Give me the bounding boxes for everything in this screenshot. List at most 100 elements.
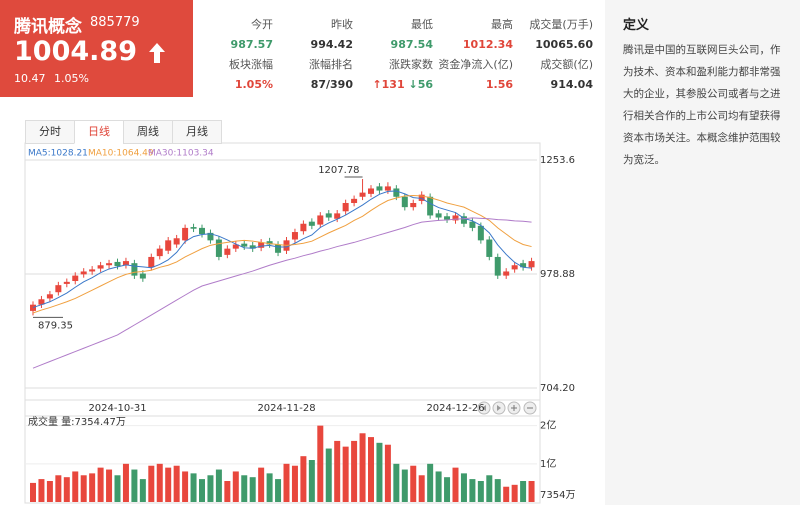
stat-value: 1.56	[485, 78, 513, 91]
ma-line	[32, 190, 532, 309]
candle-body	[156, 248, 163, 257]
volume-bar	[469, 479, 476, 502]
volume-bar	[139, 479, 146, 502]
candle-body	[486, 239, 493, 257]
volume-bar	[393, 463, 400, 502]
volume-bar	[452, 467, 459, 502]
candle-body	[63, 281, 70, 284]
stat-label: 今开	[251, 18, 273, 31]
stat: 涨幅排名 87/390	[243, 56, 353, 91]
volume-bar	[444, 477, 451, 502]
volume-bar	[511, 484, 518, 502]
volume-bar	[520, 481, 527, 502]
volume-bar	[427, 463, 434, 502]
up-count: 131	[381, 78, 405, 91]
candle-body	[342, 202, 349, 212]
volume-bar	[241, 475, 248, 502]
candle-body	[359, 192, 366, 197]
stat-label: 成交额(亿)	[540, 58, 593, 71]
volume-bar	[258, 467, 265, 502]
stat-value: 914.04	[550, 78, 593, 91]
stat: 最高 1012.34	[403, 16, 513, 51]
stat: 涨跌家数 ↑131 ↓56	[323, 56, 433, 91]
volume-bar	[376, 442, 383, 502]
zoom-buttons[interactable]	[477, 401, 537, 415]
volume-bar	[477, 481, 484, 502]
stat-label: 最低	[411, 18, 433, 31]
candle-body	[520, 263, 527, 268]
candle-body	[139, 273, 146, 279]
volume-bar	[46, 481, 53, 502]
candle-body	[165, 240, 172, 251]
stat-value: 1.05%	[234, 78, 273, 91]
volume-bar	[38, 479, 45, 502]
definition-title: 定义	[623, 18, 650, 33]
x-tick-label: 2024-12-26	[426, 403, 484, 414]
icon	[482, 405, 486, 411]
volume-bar	[148, 465, 155, 502]
volume-bar	[173, 465, 180, 502]
stat-value: 987.57	[230, 38, 273, 51]
candle-body	[393, 188, 400, 197]
y-tick-label: 1253.6	[540, 155, 575, 166]
volume-bar	[486, 475, 493, 502]
volume-bar	[342, 446, 349, 502]
stat-value: ↑131 ↓56	[323, 78, 433, 91]
volume-bar	[207, 475, 214, 502]
stat: 板块涨幅 1.05%	[163, 56, 273, 91]
volume-bar	[494, 479, 501, 502]
candle-body	[503, 271, 510, 276]
volume-bar	[182, 471, 189, 502]
candle-body	[452, 215, 459, 221]
candle-body	[291, 232, 298, 240]
y-tick-label: 1亿	[540, 457, 556, 470]
candle-body	[351, 198, 358, 203]
volume-bar	[384, 444, 391, 502]
concept-name: 腾讯概念	[14, 17, 82, 37]
volume-bar	[300, 456, 307, 502]
legend-entry: MA10:1064.49	[88, 149, 154, 159]
candle-body	[460, 216, 467, 224]
tab[interactable]: 周线	[123, 120, 173, 144]
change-pct: 1.05%	[54, 72, 89, 85]
candle-body	[300, 223, 307, 232]
down-arrow: ↓	[408, 78, 418, 91]
candle-body	[384, 186, 391, 191]
stat-value: 10065.60	[535, 38, 593, 51]
volume-legend: 成交量 量:7354.47万	[28, 415, 126, 428]
candle-body	[89, 269, 96, 272]
candle-body	[232, 244, 239, 249]
volume-bar	[89, 473, 96, 502]
candle-body	[173, 238, 180, 245]
tab[interactable]: 日线	[74, 120, 124, 144]
tab[interactable]: 分时	[25, 120, 75, 144]
volume-bar	[122, 463, 129, 502]
candle-body	[131, 263, 138, 276]
volume-bar	[528, 481, 535, 502]
candle-body	[511, 265, 518, 270]
volume-bar	[30, 482, 36, 502]
volume-bar	[435, 471, 442, 502]
candle-body	[148, 256, 155, 268]
candle-body	[114, 261, 121, 267]
volume-bar	[97, 467, 104, 502]
volume-bar	[317, 425, 324, 502]
volume-bar	[503, 486, 510, 502]
tab[interactable]: 月线	[172, 120, 222, 144]
stat: 成交额(亿) 914.04	[483, 56, 593, 91]
volume-bar	[72, 471, 79, 502]
volume-bar	[410, 465, 417, 502]
volume-latest-label: 7354万	[540, 490, 575, 501]
stat-value: 1012.34	[462, 38, 513, 51]
candle-body	[46, 294, 53, 299]
high-annotation: 1207.78	[318, 165, 359, 176]
candle-body	[122, 261, 129, 266]
volume-bar	[283, 463, 290, 502]
candle-body	[469, 221, 476, 228]
candle-body	[72, 275, 79, 282]
stat-label: 涨跌家数	[389, 58, 433, 71]
candle-body	[494, 256, 501, 276]
stat-label: 涨幅排名	[309, 58, 353, 71]
candle-body	[30, 304, 36, 311]
volume-bar	[215, 469, 222, 502]
